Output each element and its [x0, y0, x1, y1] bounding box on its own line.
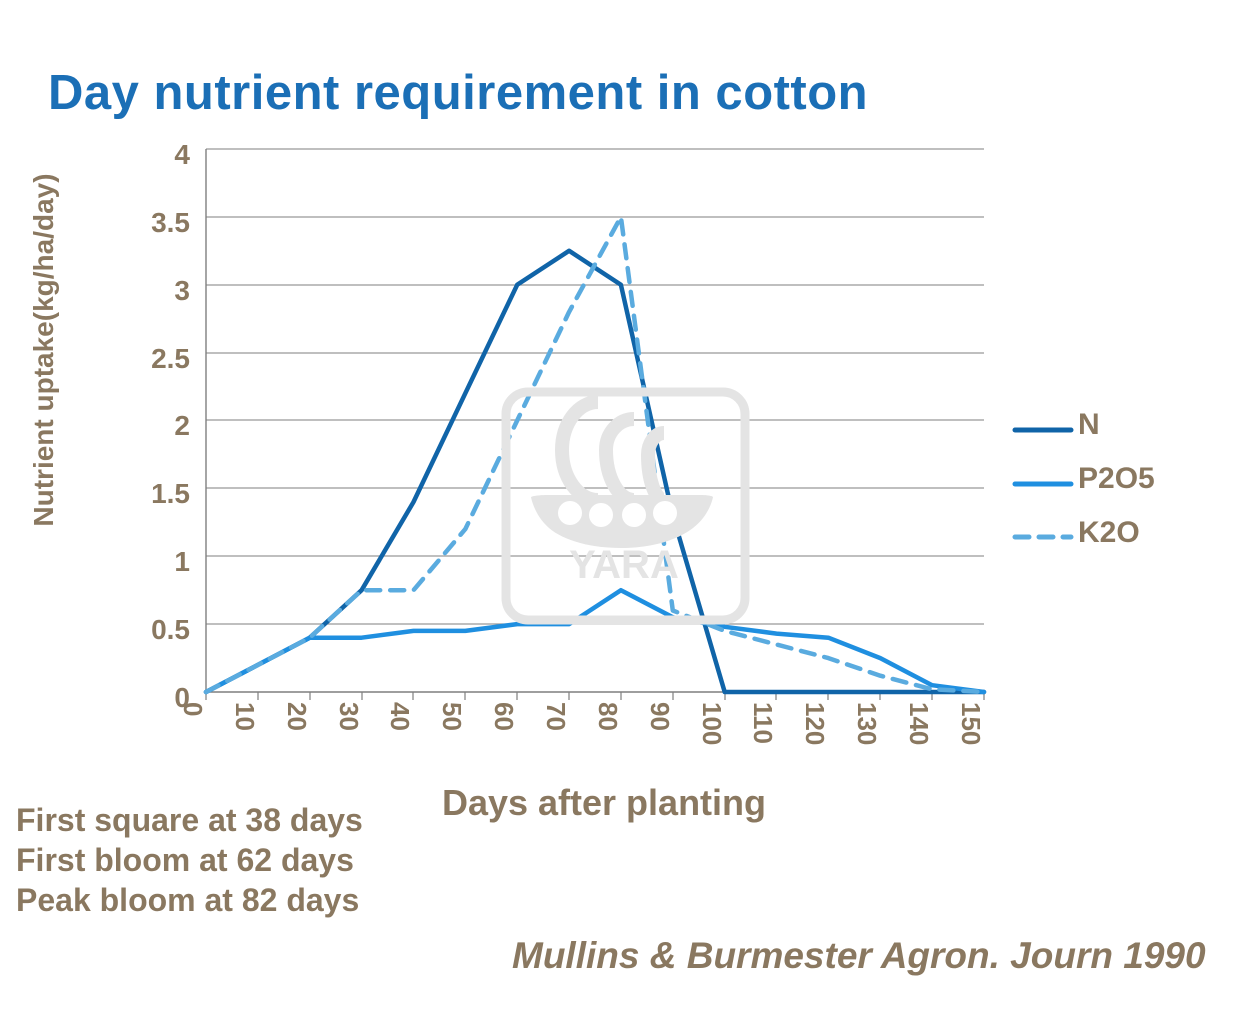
svg-text:YARA: YARA: [569, 543, 679, 587]
